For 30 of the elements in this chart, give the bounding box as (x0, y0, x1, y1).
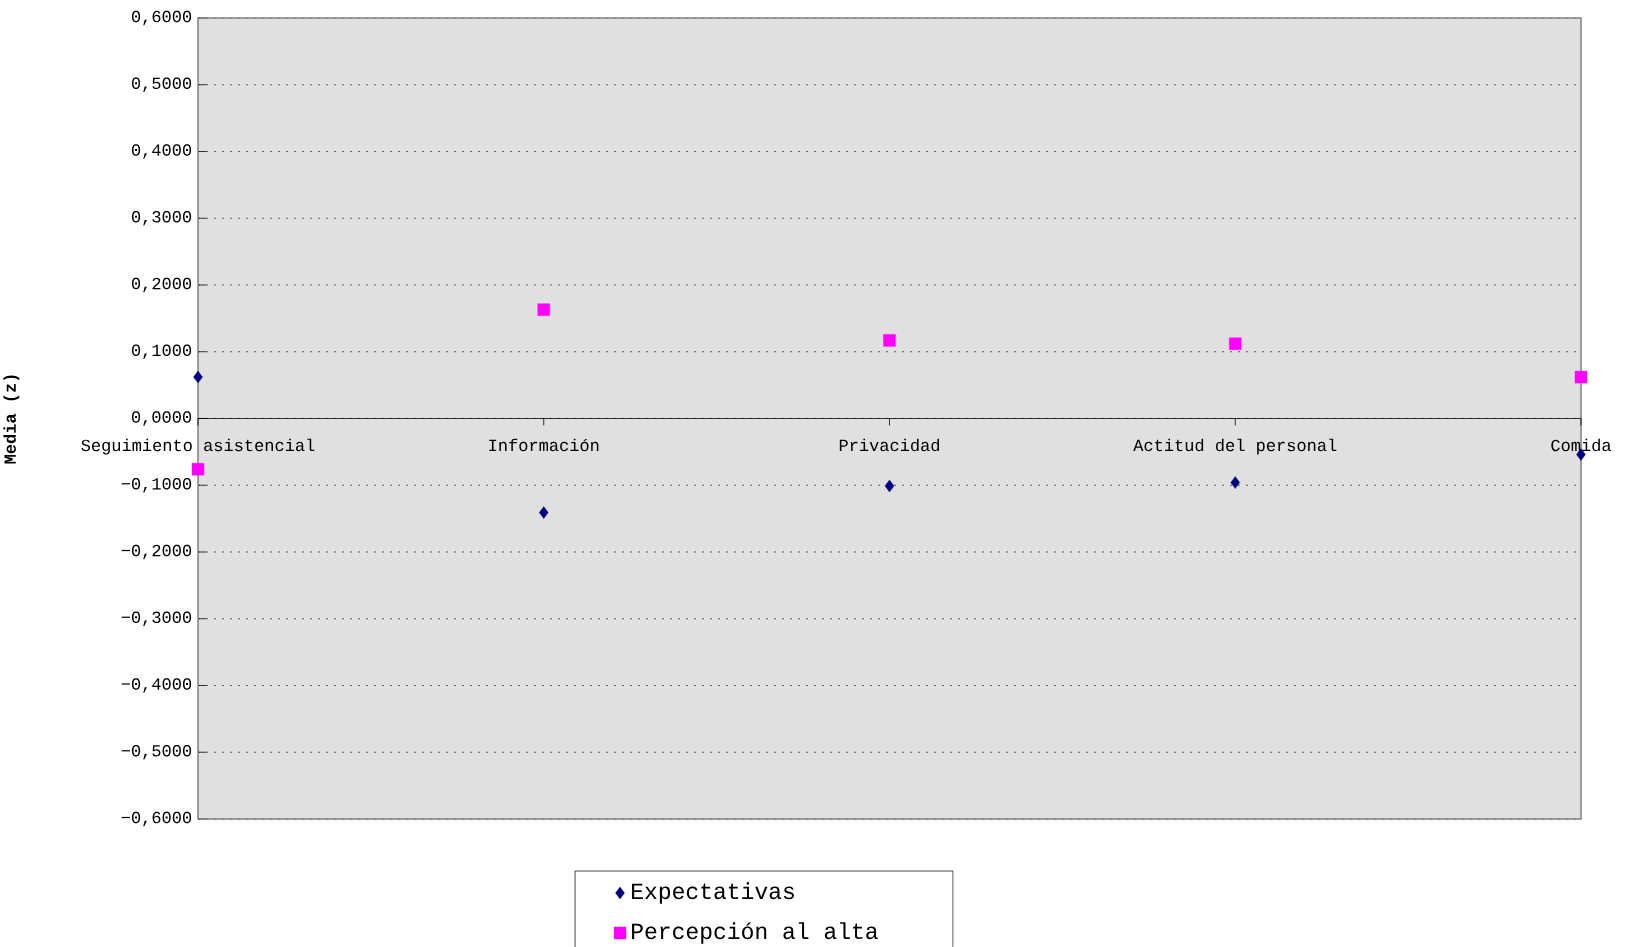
y-tick-label: 0,6000 (131, 10, 192, 26)
y-axis-title: Media (z) (3, 375, 20, 464)
point (537, 303, 550, 316)
y-tick-label: −0,3000 (121, 611, 192, 626)
legend-label: Percepción al alta (632, 922, 878, 944)
point (883, 334, 896, 347)
y-tick-label: −0,5000 (121, 745, 192, 760)
y-tick-label: −0,6000 (121, 811, 192, 827)
point (1229, 337, 1242, 350)
x-tick-label: Seguimiento asistencial (81, 438, 315, 455)
y-tick-label: 0,4000 (131, 144, 192, 159)
point (884, 479, 895, 493)
x-tick-label: Actitud del personal (1133, 438, 1337, 455)
y-tick-label: 0,1000 (131, 344, 192, 359)
point (191, 463, 205, 476)
y-tick-label: 0,0000 (131, 411, 192, 426)
point (539, 506, 549, 519)
point (1230, 476, 1240, 489)
y-tick-label: −0,4000 (121, 678, 192, 693)
x-tick-label: Información (489, 438, 599, 452)
x-tick-label: Privacidad (839, 438, 939, 452)
y-tick-label: 0,5000 (131, 77, 192, 92)
y-tick-label: −0,1000 (121, 478, 192, 493)
y-tick-label: 0,3000 (131, 211, 192, 226)
point (193, 370, 203, 384)
y-tick-label: −0,2000 (121, 544, 192, 560)
point (1574, 370, 1588, 384)
y-tick-label: 0,2000 (131, 277, 192, 293)
x-tick-label: Comida (1551, 438, 1612, 452)
legend-label: Expectativas (632, 882, 794, 904)
